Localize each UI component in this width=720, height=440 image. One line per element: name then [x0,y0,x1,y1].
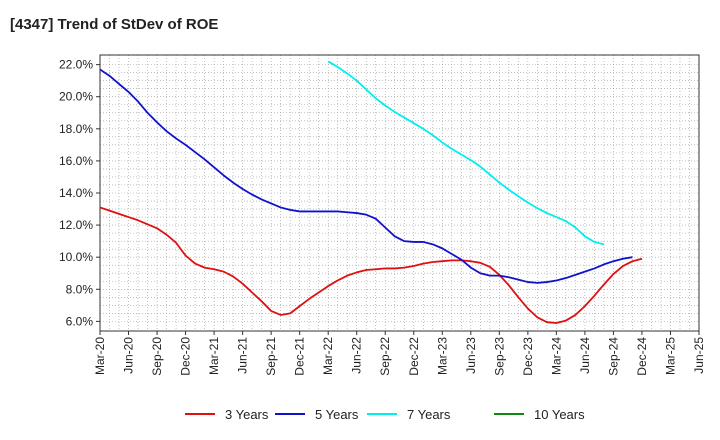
series-line-3-years [99,206,643,324]
legend-label-7-years: 7 Years [407,407,451,422]
y-tick-label: 10.0% [59,250,93,264]
x-tick-label: Mar-20 [93,337,107,375]
x-tick-label: Mar-24 [549,337,563,375]
x-tick-label: Sep-24 [606,337,620,376]
x-tick-label: Mar-22 [321,337,335,375]
x-tick-label: Dec-20 [179,337,193,376]
x-tick-label: Dec-23 [521,337,535,376]
plot-area [100,55,699,331]
x-tick-label: Dec-24 [635,337,649,376]
x-tick-label: Jun-21 [236,337,250,374]
x-tick-label: Jun-20 [122,337,136,374]
legend-label-10-years: 10 Years [534,407,585,422]
y-tick-label: 16.0% [59,154,93,168]
legend-label-5-years: 5 Years [315,407,359,422]
y-tick-label: 8.0% [66,282,94,296]
x-tick-label: Mar-21 [207,337,221,375]
x-tick-label: Jun-23 [464,337,478,374]
x-tick-label: Sep-21 [264,337,278,376]
x-tick-label: Dec-21 [293,337,307,376]
legend-label-3-years: 3 Years [225,407,269,422]
x-tick-label: Mar-23 [435,337,449,375]
y-tick-label: 20.0% [59,90,93,104]
x-tick-label: Jun-22 [350,337,364,374]
series-line-7-years [327,60,605,246]
chart-title: [4347] Trend of StDev of ROE [10,16,219,33]
x-tick-label: Jun-25 [692,337,706,374]
x-tick-label: Mar-25 [663,337,677,375]
y-tick-label: 12.0% [59,218,93,232]
x-tick-label: Jun-24 [578,337,592,374]
series-line-5-years [99,68,633,284]
y-tick-label: 6.0% [66,314,94,328]
x-tick-label: Dec-22 [407,337,421,376]
x-tick-label: Sep-20 [150,337,164,376]
y-tick-label: 14.0% [59,186,93,200]
x-tick-label: Sep-22 [378,337,392,376]
x-tick-label: Sep-23 [492,337,506,376]
y-tick-label: 18.0% [59,122,93,136]
y-tick-label: 22.0% [59,58,93,72]
